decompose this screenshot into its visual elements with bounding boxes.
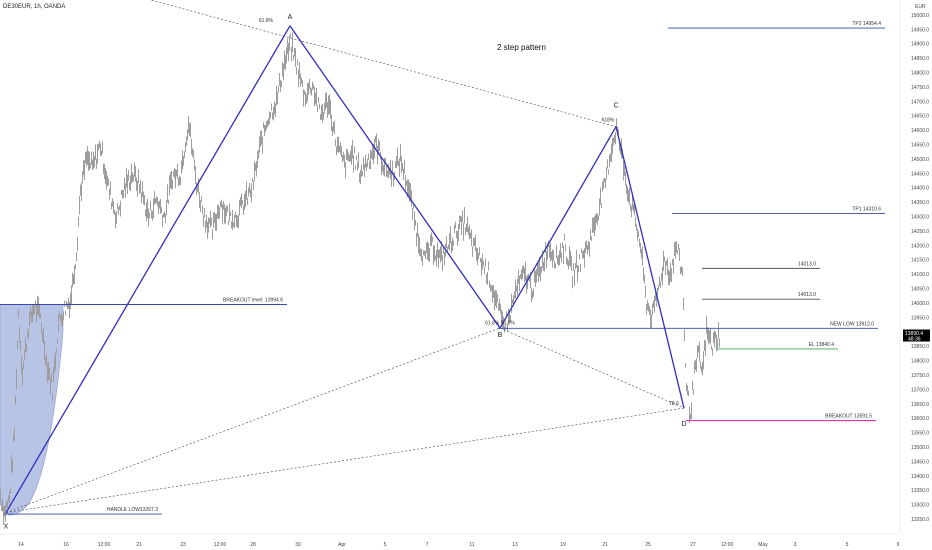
time-tick-label: 12:00: [98, 542, 111, 548]
price-tick-label: 14850.0: [911, 56, 929, 62]
time-tick-label: 7: [426, 542, 429, 548]
time-tick-label: 25: [645, 542, 651, 548]
time-tick-label: 30: [295, 542, 301, 548]
price-tick-label: 15000.0: [911, 13, 929, 19]
time-tick-label: May: [758, 542, 768, 548]
price-tick-label: 14000.0: [911, 301, 929, 307]
level-label: HANDLE LOW13267.3: [107, 507, 158, 513]
level-label: NEW LOW 13912.0: [830, 321, 874, 327]
dashed-trendlines: [5, 0, 685, 513]
price-tick-label: 13350.0: [911, 488, 929, 494]
price-tick-label: 13250.0: [911, 517, 929, 523]
fib-ratio-label: 78.6: [669, 401, 679, 407]
pattern-leg: [499, 126, 617, 329]
current-price-value: 13890.4: [905, 331, 923, 337]
time-tick-label: 21: [602, 542, 608, 548]
price-tick-label: 14700.0: [911, 99, 929, 105]
time-tick-label: 12:00: [214, 542, 227, 548]
pattern-point-a: A: [288, 14, 293, 21]
pattern-point-c: C: [613, 103, 618, 110]
level-label: BREAKOUT level: 13994.6: [223, 298, 283, 304]
price-levels: TP2 14954.4 TP1 14310.6 14013.0 14013.0 BREA…: [0, 21, 885, 515]
level-label: TP1 14310.6: [852, 206, 881, 212]
currency-label: EUR: [915, 4, 926, 10]
price-series: [0, 32, 720, 525]
time-tick-label: 3: [794, 542, 797, 548]
fib-ratio-label: 61.8% 50.0%: [485, 320, 515, 326]
time-tick-label: Apr: [338, 542, 346, 548]
price-tick-label: 14200.0: [911, 243, 929, 249]
price-tick-label: 14950.0: [911, 27, 929, 33]
pattern-labels: X A B C D 61.8% 618% 61.8% 50.0% 78.6: [4, 14, 687, 531]
price-axis[interactable]: 15000.0 14950.0 14900.0 14850.0 14800.0 14750…: [899, 0, 930, 533]
price-tick-label: 13450.0: [911, 459, 929, 465]
price-tick-label: 13500.0: [911, 445, 929, 451]
time-tick-label: 23: [180, 542, 186, 548]
price-tick-label: 14600.0: [911, 128, 929, 134]
pattern-point-x: X: [4, 524, 9, 531]
price-tick-label: 13950.0: [911, 315, 929, 321]
xabcd-pattern-lines: [5, 25, 685, 513]
price-tick-label: 14150.0: [911, 258, 929, 264]
time-tick-label: 11: [469, 542, 474, 548]
time-tick-label: 9: [897, 542, 900, 548]
pattern-annotation: 2 step pattern: [497, 43, 546, 52]
price-tick-label: 14100.0: [911, 272, 929, 278]
price-tick-label: 14050.0: [911, 287, 929, 293]
level-label: 14013.0: [798, 292, 816, 298]
time-tick-label: 21: [136, 542, 142, 548]
time-tick-label: 12:00: [721, 542, 734, 548]
price-tick-label: 13550.0: [911, 431, 929, 437]
time-tick-label: 28: [250, 542, 256, 548]
dashed-trendline: [149, 0, 617, 127]
price-tick-label: 14250.0: [911, 229, 929, 235]
time-tick-label: 13: [512, 542, 518, 548]
price-tick-label: 14900.0: [911, 42, 929, 48]
time-tick-label: 14: [18, 542, 24, 548]
current-price-badge: [903, 329, 930, 342]
price-tick-label: 14500.0: [911, 157, 929, 163]
level-label: BREAKOUT 13591.5: [825, 414, 872, 420]
price-tick-label: 14450.0: [911, 171, 929, 177]
price-tick-label: 13650.0: [911, 402, 929, 408]
price-tick-label: 13700.0: [911, 387, 929, 393]
level-label: EL 13840.4: [809, 342, 835, 348]
level-label: TP2 14954.4: [852, 21, 881, 27]
price-tick-label: 13400.0: [911, 474, 929, 480]
dashed-trendline: [5, 407, 685, 513]
time-tick-label: 16: [63, 542, 69, 548]
time-tick-label: 5: [846, 542, 849, 548]
chart-title: DE30EUR, 1h, OANDA: [3, 4, 65, 10]
pattern-point-d: D: [681, 421, 686, 428]
pattern-point-b: B: [498, 332, 503, 339]
handle-shaded-region: [0, 304, 64, 516]
price-tick-label: 14800.0: [911, 70, 929, 76]
price-tick-label: 14550.0: [911, 143, 929, 149]
price-tick-label: 14300.0: [911, 215, 929, 221]
pattern-leg: [5, 25, 291, 513]
fib-ratio-label: 61.8%: [259, 18, 274, 24]
price-tick-label: 14350.0: [911, 200, 929, 206]
price-tick-label: 13600.0: [911, 416, 929, 422]
price-tick-label: 14400.0: [911, 186, 929, 192]
fib-ratio-label: 618%: [602, 117, 615, 123]
dashed-trendline: [499, 327, 685, 409]
price-tick-label: 13850.0: [911, 344, 929, 350]
price-tick-label: 13300.0: [911, 503, 929, 509]
time-tick-label: 19: [560, 542, 566, 548]
time-tick-label: 27: [690, 542, 696, 548]
time-axis[interactable]: 14 16 12:00 21 23 12:00 28 30 Apr 5 7 11 13 19 21 25 27 1…: [0, 533, 900, 548]
level-label: 14013.0: [798, 261, 816, 267]
price-tick-label: 14750.0: [911, 85, 929, 91]
pattern-leg: [289, 25, 501, 329]
current-price-countdown: 48:36: [908, 337, 921, 343]
price-tick-label: 13800.0: [911, 359, 929, 365]
dashed-trendline: [5, 327, 501, 513]
handle-shaded-area: [0, 304, 64, 516]
pattern-leg: [615, 126, 685, 409]
time-tick-label: 5: [384, 542, 387, 548]
price-tick-label: 13750.0: [911, 373, 929, 379]
price-tick-label: 14650.0: [911, 114, 929, 120]
